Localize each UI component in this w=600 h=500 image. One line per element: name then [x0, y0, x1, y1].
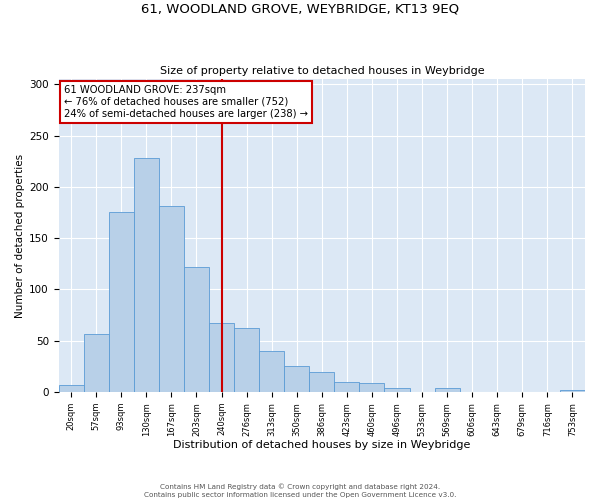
- Bar: [359, 383, 385, 392]
- Bar: [334, 382, 359, 392]
- Bar: [159, 206, 184, 392]
- Bar: [434, 388, 460, 392]
- Bar: [234, 328, 259, 392]
- Bar: [560, 390, 585, 392]
- Bar: [385, 388, 410, 392]
- Text: 61 WOODLAND GROVE: 237sqm
← 76% of detached houses are smaller (752)
24% of semi: 61 WOODLAND GROVE: 237sqm ← 76% of detac…: [64, 86, 308, 118]
- Text: 61, WOODLAND GROVE, WEYBRIDGE, KT13 9EQ: 61, WOODLAND GROVE, WEYBRIDGE, KT13 9EQ: [141, 2, 459, 16]
- Bar: [59, 385, 84, 392]
- Y-axis label: Number of detached properties: Number of detached properties: [15, 154, 25, 318]
- X-axis label: Distribution of detached houses by size in Weybridge: Distribution of detached houses by size …: [173, 440, 470, 450]
- Bar: [309, 372, 334, 392]
- Bar: [184, 267, 209, 392]
- Bar: [284, 366, 309, 392]
- Bar: [209, 324, 234, 392]
- Title: Size of property relative to detached houses in Weybridge: Size of property relative to detached ho…: [160, 66, 484, 76]
- Bar: [134, 158, 159, 392]
- Bar: [259, 351, 284, 392]
- Text: Contains HM Land Registry data © Crown copyright and database right 2024.
Contai: Contains HM Land Registry data © Crown c…: [144, 484, 456, 498]
- Bar: [109, 212, 134, 392]
- Bar: [84, 334, 109, 392]
